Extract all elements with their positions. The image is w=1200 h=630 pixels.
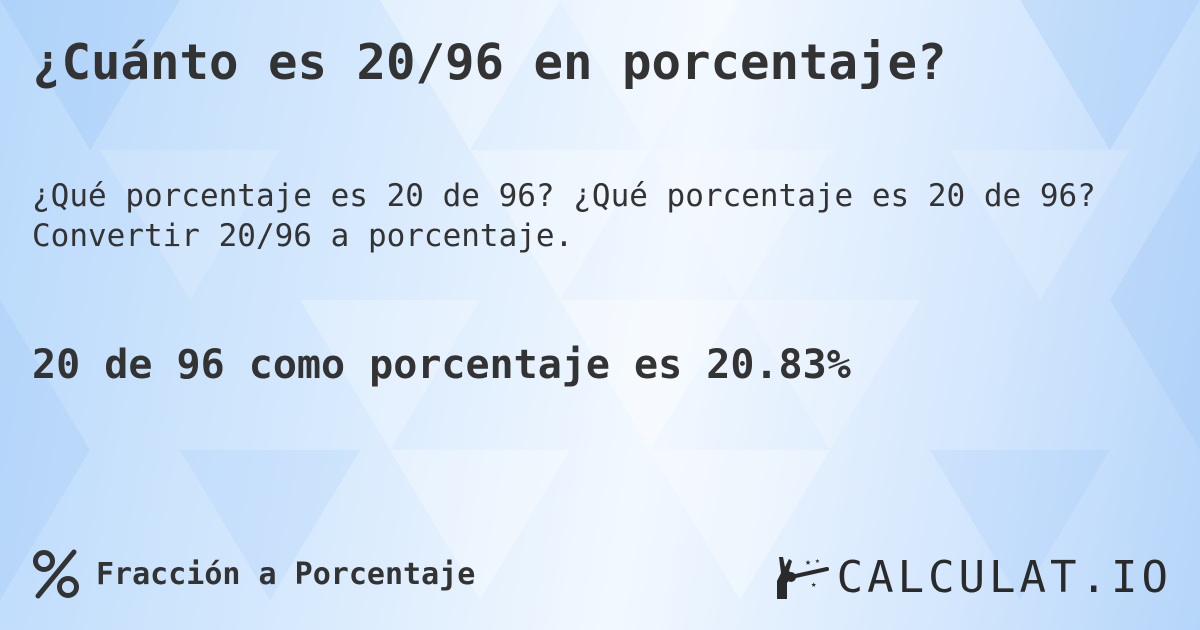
logo-text: CALCULAT.IO <box>836 552 1172 603</box>
svg-text:★: ★ <box>811 580 817 590</box>
magic-hand-wand-icon: ★ ★ ★ <box>776 556 829 599</box>
svg-text:★: ★ <box>815 556 820 565</box>
subtitle-line-1: ¿Qué porcentaje es 20 de 96? ¿Qué porcen… <box>32 178 1096 214</box>
subtitle: ¿Qué porcentaje es 20 de 96? ¿Qué porcen… <box>32 176 1096 256</box>
result-text: 20 de 96 como porcentaje es 20.83% <box>32 342 851 388</box>
subtitle-line-2: Convertir 20/96 a porcentaje. <box>32 218 574 254</box>
category-label: Fracción a Porcentaje <box>96 556 476 592</box>
category-link[interactable]: Fracción a Porcentaje <box>30 548 475 600</box>
percent-icon <box>33 549 79 599</box>
svg-text:★: ★ <box>805 557 811 568</box>
page-title: ¿Cuánto es 20/96 en porcentaje? <box>32 34 947 91</box>
calculat-io-logo[interactable]: ★ ★ ★ CALCULAT.IO <box>775 552 1172 603</box>
